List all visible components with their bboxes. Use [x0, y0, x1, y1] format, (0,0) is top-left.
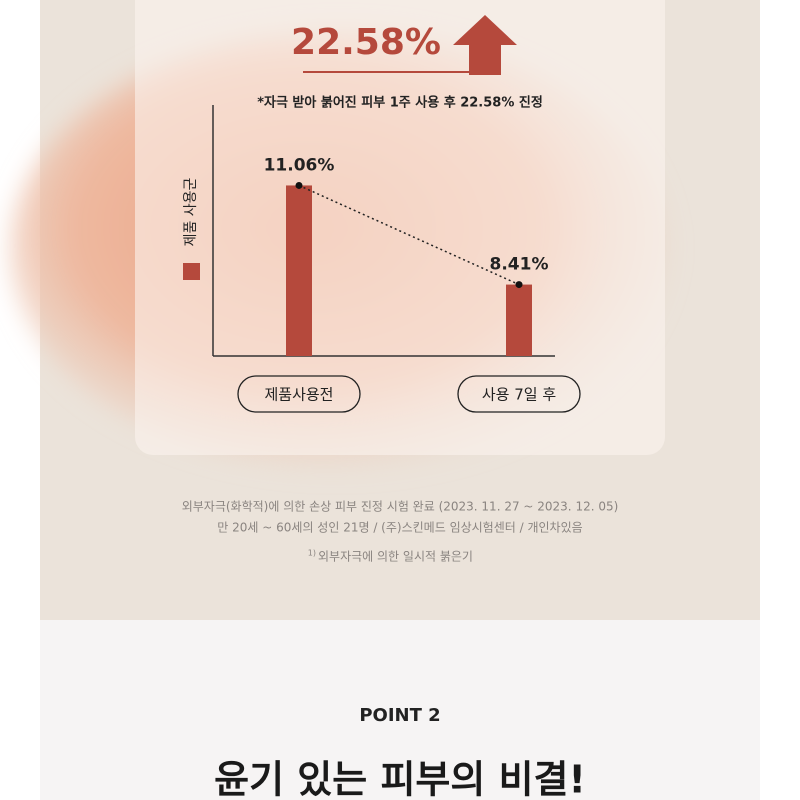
headline: 22.58%: [291, 22, 441, 63]
category-pill: [457, 375, 581, 413]
subtitle: *자극 받아 붉어진 피부 1주 사용 후 22.58% 진정: [257, 95, 543, 111]
bar: [506, 284, 532, 356]
footnote-marker: 1): [308, 549, 316, 558]
chart-panel: [135, 0, 665, 455]
point-label: POINT 2: [359, 705, 440, 726]
legend-label: 제품 사용군: [183, 177, 199, 246]
value-label: 8.41%: [490, 255, 549, 275]
trend-point: [295, 181, 303, 189]
category-label: 제품사용전: [264, 386, 333, 404]
footnote: 외부자극에 의한 일시적 붉은기: [318, 550, 473, 564]
category-label: 사용 7일 후: [482, 386, 556, 404]
note: 외부자극(화학적)에 의한 손상 피부 진정 시험 완료 (2023. 11. …: [182, 500, 619, 514]
note: 만 20세 ~ 60세의 성인 21명 / (주)스킨메드 임상시험센터 / 개…: [217, 521, 582, 535]
point-section: [40, 620, 760, 800]
up-arrow: [453, 15, 517, 75]
legend-swatch: [183, 263, 200, 280]
category-pill: [237, 375, 361, 413]
point-heading: 윤기 있는 피부의 비결!: [214, 758, 586, 800]
trend-line: [298, 184, 520, 286]
value-label: 11.06%: [264, 155, 335, 175]
trend-point: [515, 281, 523, 289]
plot: 제품사용전 사용 7일 후 11.06% 8.41%: [237, 155, 581, 413]
legend: 제품 사용군: [183, 177, 200, 280]
bar: [286, 185, 312, 356]
